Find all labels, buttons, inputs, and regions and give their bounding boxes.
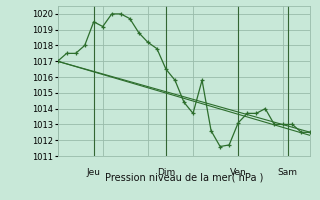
Text: Sam: Sam xyxy=(278,168,298,177)
Text: Ven: Ven xyxy=(230,168,246,177)
Text: Jeu: Jeu xyxy=(87,168,101,177)
X-axis label: Pression niveau de la mer( hPa ): Pression niveau de la mer( hPa ) xyxy=(105,173,263,183)
Text: Dim: Dim xyxy=(157,168,175,177)
